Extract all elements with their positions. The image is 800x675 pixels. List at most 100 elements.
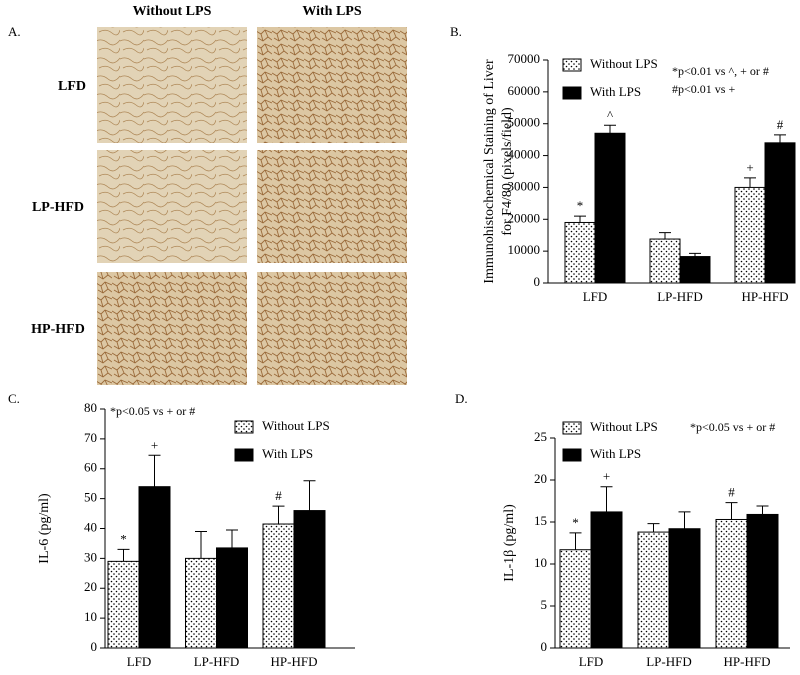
- significance-marker: ^: [607, 107, 613, 122]
- significance-marker: #: [728, 485, 735, 500]
- micrograph: [257, 272, 407, 385]
- x-tick-label: LFD: [583, 289, 608, 304]
- y-tick-label: 10: [84, 609, 97, 624]
- row-label: HP-HFD: [31, 322, 85, 337]
- error-bar: [574, 215, 586, 223]
- bar: [185, 557, 217, 649]
- legend-swatch: [562, 58, 582, 72]
- bar: [138, 486, 171, 649]
- legend-label: Without LPS: [590, 56, 658, 71]
- bar: [293, 510, 326, 649]
- row-label: LFD: [58, 79, 86, 94]
- note: *p<0.05 vs + or #: [690, 420, 775, 434]
- micrograph: [257, 150, 407, 263]
- y-tick-label: 0: [91, 639, 98, 654]
- legend-swatch: [562, 448, 582, 462]
- bar: [216, 547, 248, 649]
- row-label: LP-HFD: [32, 200, 84, 215]
- y-tick-label: 70: [84, 430, 97, 445]
- significance-marker: +: [603, 469, 610, 484]
- y-tick-label: 10000: [508, 242, 541, 257]
- y-tick-label: 25: [534, 429, 547, 444]
- micrograph: [257, 27, 407, 143]
- y-tick-label: 15: [534, 513, 547, 528]
- error-bar: [774, 134, 786, 143]
- bar: [649, 238, 681, 284]
- y-tick-label: 70000: [508, 51, 541, 66]
- error-bar: [303, 480, 316, 511]
- significance-marker: +: [151, 437, 158, 452]
- legend-swatch: [562, 86, 582, 100]
- bar: [590, 511, 623, 649]
- error-bar: [117, 548, 130, 562]
- y-tick-label: 0: [541, 639, 548, 654]
- legend-swatch: [234, 420, 254, 434]
- y-tick-label: 20: [534, 471, 547, 486]
- y-axis-label: Immunohistochemical Staining of Liver: [482, 59, 497, 284]
- significance-marker: *: [120, 531, 127, 546]
- x-tick-label: HP-HFD: [271, 654, 318, 669]
- error-bar: [659, 232, 671, 240]
- y-tick-label: 10: [534, 555, 547, 570]
- y-axis-label: IL-6 (pg/ml): [37, 493, 52, 564]
- legend-swatch: [234, 448, 254, 462]
- bar: [107, 560, 140, 649]
- bar: [559, 549, 592, 649]
- error-bar: [195, 530, 207, 559]
- error-bar: [600, 486, 613, 512]
- bar: [637, 531, 670, 649]
- x-tick-label: LP-HFD: [194, 654, 240, 669]
- bar: [262, 523, 295, 649]
- bar: [734, 186, 766, 284]
- error-bar: [678, 511, 691, 529]
- column-label: Without LPS: [133, 4, 212, 19]
- y-tick-label: 40: [84, 519, 97, 534]
- y-tick-label: 60000: [508, 83, 541, 98]
- x-tick-label: LP-HFD: [657, 289, 703, 304]
- y-tick-label: 60: [84, 460, 97, 475]
- error-bar: [756, 505, 769, 515]
- x-tick-label: HP-HFD: [742, 289, 789, 304]
- note: *p<0.01 vs ^, + or #: [672, 64, 769, 78]
- significance-marker: *: [572, 515, 579, 530]
- panel-label: C.: [8, 391, 20, 406]
- panel-label: A.: [8, 24, 21, 39]
- bar: [746, 513, 779, 649]
- significance-marker: +: [746, 160, 753, 175]
- y-tick-label: 30: [84, 549, 97, 564]
- y-tick-label: 50: [84, 490, 97, 505]
- error-bar: [569, 532, 582, 550]
- bar: [668, 528, 701, 649]
- micrograph: [97, 272, 247, 385]
- y-axis-label: for F4/80 (pixels/field): [500, 107, 515, 236]
- micrograph: [97, 150, 247, 263]
- error-bar: [148, 454, 161, 487]
- error-bar: [689, 252, 701, 257]
- error-bar: [226, 529, 238, 548]
- y-tick-label: 0: [534, 274, 541, 289]
- y-tick-label: 40000: [508, 147, 541, 162]
- x-tick-label: LFD: [579, 654, 604, 669]
- bar: [594, 132, 626, 284]
- error-bar: [604, 124, 616, 134]
- bar: [679, 256, 711, 284]
- legend-label: With LPS: [590, 84, 641, 99]
- panel-label: B.: [450, 24, 462, 39]
- error-bar: [725, 502, 738, 520]
- y-tick-label: 50000: [508, 115, 541, 130]
- legend-swatch: [562, 421, 582, 435]
- bar: [715, 518, 748, 649]
- significance-marker: #: [777, 117, 784, 132]
- y-tick-label: 20: [84, 579, 97, 594]
- bar: [564, 221, 596, 284]
- significance-marker: *: [577, 198, 584, 213]
- legend-label: Without LPS: [262, 418, 330, 433]
- column-label: With LPS: [302, 4, 361, 19]
- y-tick-label: 30000: [508, 178, 541, 193]
- error-bar: [647, 523, 660, 533]
- error-bar: [744, 177, 756, 188]
- note: *p<0.05 vs + or #: [110, 404, 195, 418]
- legend-label: With LPS: [590, 446, 641, 461]
